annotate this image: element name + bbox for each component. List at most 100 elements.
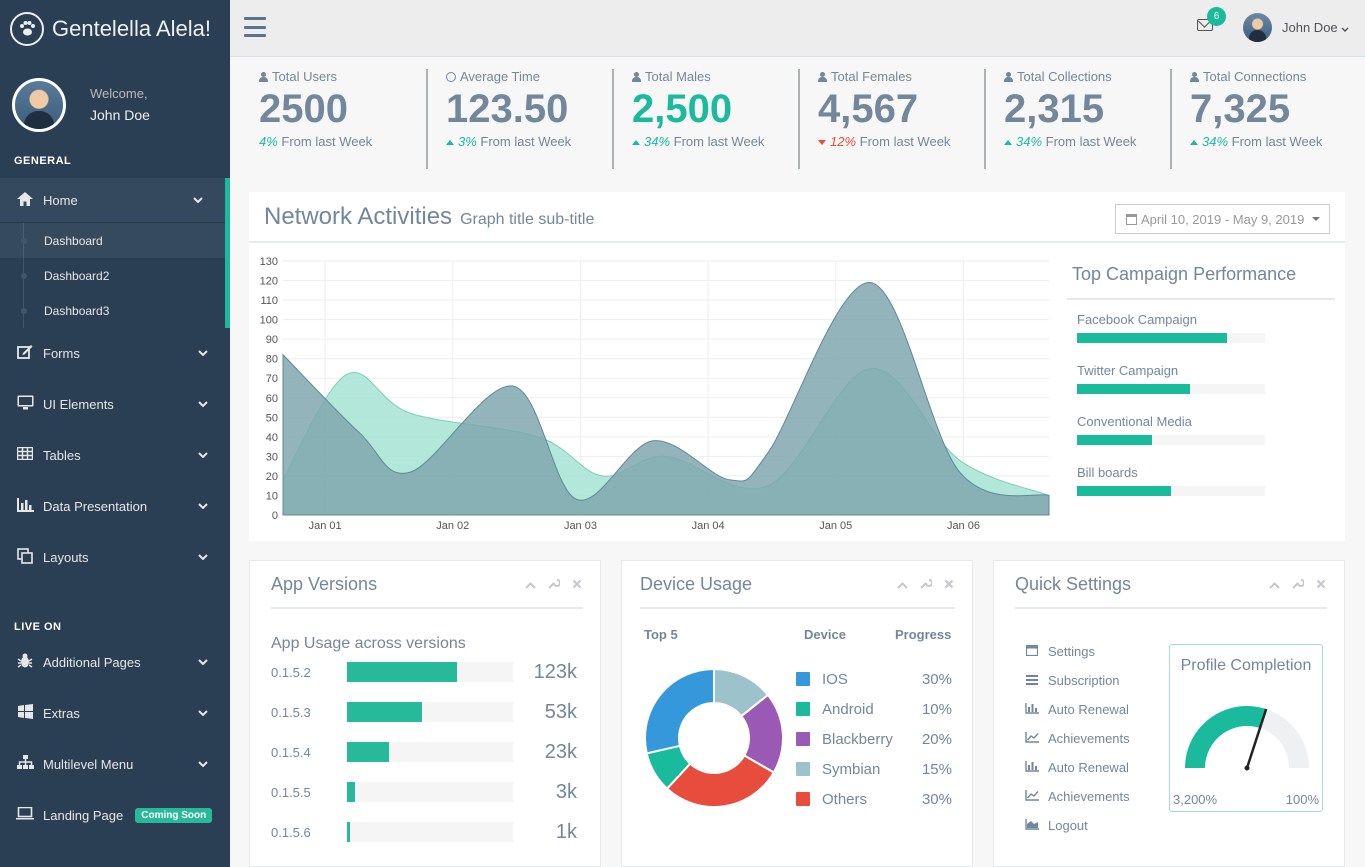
close-icon[interactable]: [942, 577, 955, 592]
sidebar-subitem-dashboard[interactable]: Dashboard: [0, 223, 225, 258]
sidebar-item-extras[interactable]: Extras: [0, 688, 230, 739]
y-tick-label: 70: [266, 373, 278, 385]
sidebar-item-data-presentation[interactable]: Data Presentation: [0, 481, 230, 532]
device-pct: 30%: [921, 670, 952, 688]
brand-name: Gentelella Alela!: [52, 15, 211, 41]
quick-setting-settings[interactable]: Settings: [1024, 637, 1130, 666]
wrench-icon[interactable]: [547, 577, 561, 592]
sidebar-item-label: Data Presentation: [43, 499, 148, 514]
app-version-row: 0.1.5.3 53k: [271, 701, 581, 723]
version-progress-bar: [347, 822, 513, 842]
line-chart-icon: [1024, 789, 1040, 804]
date-range-picker[interactable]: April 10, 2019 - May 9, 2019: [1115, 204, 1330, 234]
app-version-row: 0.1.5.2 123k: [271, 660, 581, 683]
chevron-up-icon[interactable]: [524, 577, 537, 592]
quick-setting-label: Auto Renewal: [1048, 702, 1129, 717]
quick-setting-auto-renewal[interactable]: Auto Renewal: [1024, 695, 1130, 724]
quick-setting-label: Auto Renewal: [1048, 760, 1129, 775]
sidebar-item-forms[interactable]: Forms: [0, 328, 230, 379]
tile-count: 2500: [259, 87, 348, 131]
quick-settings-panel: Quick Settings Settings Subscription Auto …: [993, 560, 1345, 867]
sidebar-item-landing-page[interactable]: Landing Page Coming Soon: [0, 790, 230, 841]
panel-title: Quick Settings: [1015, 573, 1132, 594]
y-tick-label: 30: [266, 451, 278, 463]
tile-label: Total Males: [645, 69, 711, 84]
device-usage-panel: Device Usage Top 5 Device Progress IOS 30…: [621, 560, 973, 867]
y-tick-label: 100: [260, 315, 278, 327]
network-area-chart: 0 10 20 30 40 50 60 70 80 90 100 110 120 130 Jan 01 Jan…: [260, 256, 1050, 532]
profile-completion-box: Profile Completion 3,200% 100%: [1169, 644, 1323, 812]
sidebar-item-label: Landing Page: [43, 808, 124, 823]
quick-setting-label: Subscription: [1048, 673, 1120, 688]
tile-foot: From last Week: [277, 134, 373, 149]
gauge-max-label: 100%: [1285, 792, 1319, 807]
wrench-icon[interactable]: [1291, 577, 1305, 592]
close-icon[interactable]: [570, 577, 583, 592]
profile-name: John Doe: [90, 107, 150, 123]
y-tick-label: 60: [266, 393, 278, 405]
sidebar-item-home[interactable]: Home: [0, 178, 230, 223]
quick-setting-subscription[interactable]: Subscription: [1024, 666, 1130, 695]
menu-toggle-icon[interactable]: [244, 17, 266, 37]
sidebar-item-tables[interactable]: Tables: [0, 430, 230, 481]
tile-pct: 34%: [1016, 134, 1043, 149]
brand[interactable]: Gentelella Alela!: [0, 0, 230, 57]
x-tick-label: Jan 02: [436, 520, 469, 532]
legend-square-icon: [796, 702, 810, 716]
y-tick-label: 50: [266, 412, 278, 424]
user-icon: [1004, 72, 1013, 82]
y-tick-label: 0: [272, 510, 278, 522]
close-icon[interactable]: [1314, 577, 1327, 592]
donut-slice-ios: [644, 668, 715, 755]
sidebar-item-multilevel-menu[interactable]: Multilevel Menu: [0, 739, 230, 790]
quick-setting-label: Achievements: [1048, 731, 1130, 746]
device-pct: 30%: [921, 790, 952, 808]
home-submenu: Dashboard Dashboard2 Dashboard3: [0, 223, 230, 328]
device-name: Others: [822, 790, 868, 808]
campaign-progress-bar: [1077, 486, 1265, 496]
bar-chart-icon: [1024, 702, 1040, 717]
tile-label: Total Females: [831, 69, 912, 84]
chevron-up-icon[interactable]: [1268, 577, 1281, 592]
app-usage-subtitle: App Usage across versions: [271, 635, 466, 652]
user-menu[interactable]: John Doe: [1282, 20, 1349, 35]
sidebar-subitem-dashboard3[interactable]: Dashboard3: [0, 293, 225, 328]
sort-up-icon: [632, 140, 640, 146]
y-tick-label: 90: [266, 334, 278, 346]
wrench-icon[interactable]: [919, 577, 933, 592]
tile-pct: 34%: [644, 134, 671, 149]
quick-setting-logout[interactable]: Logout: [1024, 811, 1130, 840]
quick-setting-achievements[interactable]: Achievements: [1024, 782, 1130, 811]
sitemap-icon: [14, 755, 36, 774]
clock-icon: [446, 72, 456, 82]
x-tick-label: Jan 04: [692, 520, 725, 532]
legend-square-icon: [796, 732, 810, 746]
sidebar-item-layouts[interactable]: Layouts: [0, 532, 230, 583]
sidebar-subitem-dashboard2[interactable]: Dashboard2: [0, 258, 225, 293]
sidebar-item-label: Multilevel Menu: [43, 757, 134, 772]
gauge-needle: [1245, 708, 1268, 769]
version-label: 0.1.5.4: [271, 744, 311, 760]
device-name: Symbian: [822, 760, 881, 778]
edit-icon: [14, 344, 36, 363]
chevron-down-icon: [198, 552, 208, 563]
sort-up-icon: [1004, 140, 1012, 146]
coming-soon-badge: Coming Soon: [135, 808, 213, 823]
sidebar-item-additional-pages[interactable]: Additional Pages: [0, 637, 230, 688]
campaign-label: Twitter Campaign: [1077, 363, 1179, 378]
sidebar-item-ui-elements[interactable]: UI Elements: [0, 379, 230, 430]
bar-chart-icon: [1024, 760, 1040, 775]
device-row: IOS 30%: [796, 664, 952, 694]
chevron-up-icon[interactable]: [896, 577, 909, 592]
campaign-row: Conventional Media: [1077, 414, 1335, 453]
quick-setting-auto-renewal[interactable]: Auto Renewal: [1024, 753, 1130, 782]
device-pct: 10%: [921, 700, 952, 718]
chevron-down-icon: [198, 759, 208, 770]
tile-foot: From last Week: [476, 134, 572, 149]
campaign-label: Conventional Media: [1077, 414, 1192, 429]
sidebar-item-label: Layouts: [43, 550, 89, 565]
user-avatar[interactable]: [1243, 13, 1272, 42]
version-value: 123k: [533, 660, 577, 683]
quick-setting-achievements[interactable]: Achievements: [1024, 724, 1130, 753]
tile-pct: 34%: [1202, 134, 1229, 149]
